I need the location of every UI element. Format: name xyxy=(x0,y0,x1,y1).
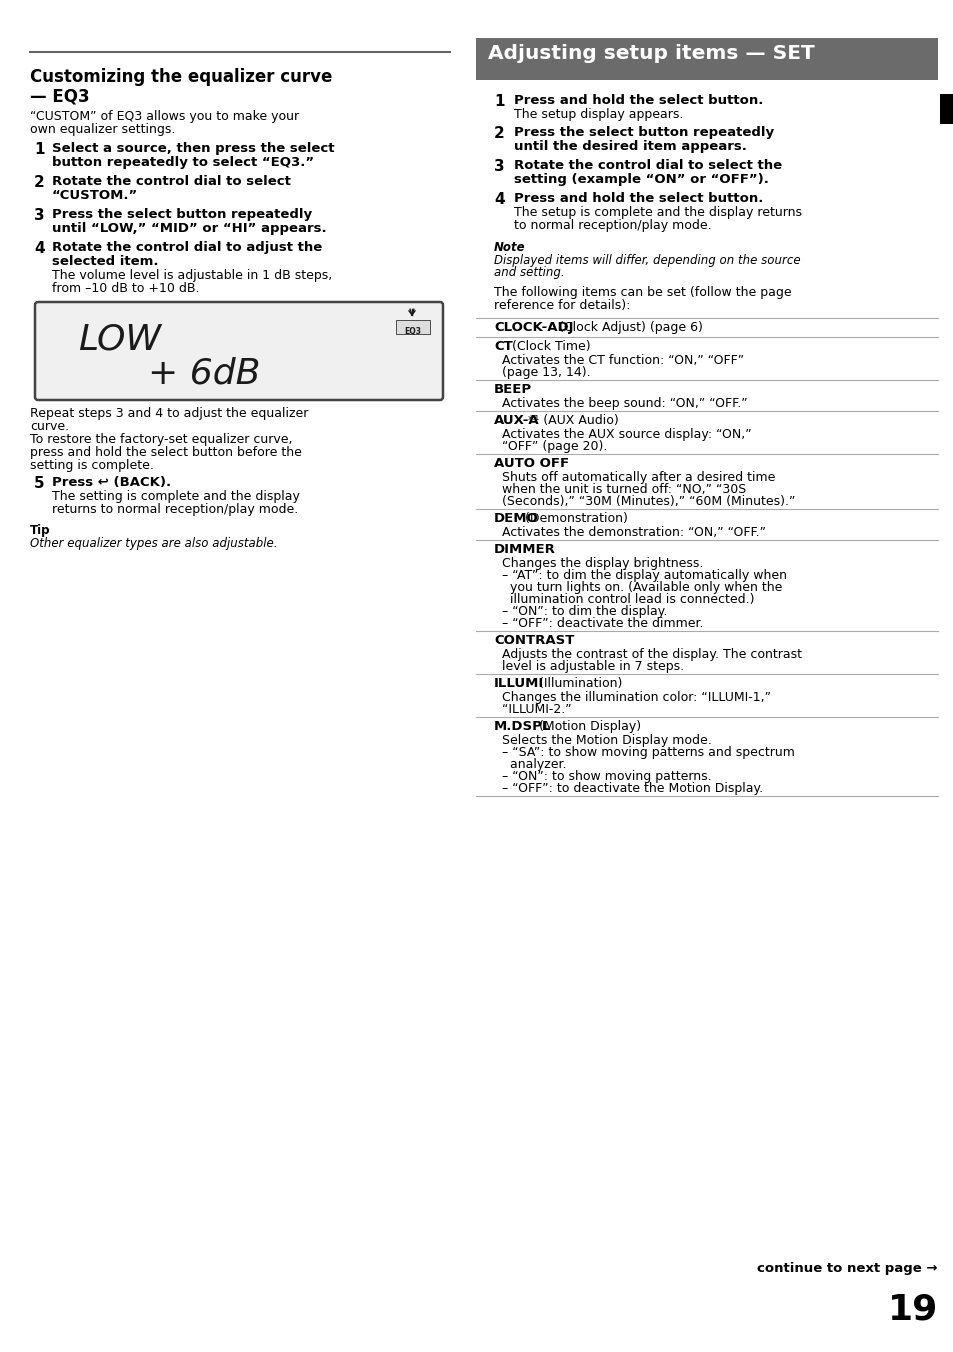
FancyBboxPatch shape xyxy=(35,301,442,400)
Text: when the unit is turned off: “NO,” “30S: when the unit is turned off: “NO,” “30S xyxy=(501,483,745,496)
Text: Repeat steps 3 and 4 to adjust the equalizer: Repeat steps 3 and 4 to adjust the equal… xyxy=(30,407,308,420)
Text: DIMMER: DIMMER xyxy=(494,544,556,556)
Text: Displayed items will differ, depending on the source: Displayed items will differ, depending o… xyxy=(494,254,800,266)
Text: Customizing the equalizer curve: Customizing the equalizer curve xyxy=(30,68,332,87)
Text: Activates the beep sound: “ON,” “OFF.”: Activates the beep sound: “ON,” “OFF.” xyxy=(501,397,747,410)
Text: — EQ3: — EQ3 xyxy=(30,88,90,105)
Text: The setup is complete and the display returns: The setup is complete and the display re… xyxy=(514,206,801,219)
Text: setting is complete.: setting is complete. xyxy=(30,458,153,472)
Text: CLOCK-ADJ: CLOCK-ADJ xyxy=(494,320,573,334)
Text: 1: 1 xyxy=(34,142,45,157)
Text: *¹ (AUX Audio): *¹ (AUX Audio) xyxy=(527,414,618,427)
Text: The volume level is adjustable in 1 dB steps,: The volume level is adjustable in 1 dB s… xyxy=(52,269,332,283)
Text: (Demonstration): (Demonstration) xyxy=(520,512,627,525)
Bar xyxy=(939,95,953,124)
Text: Press and hold the select button.: Press and hold the select button. xyxy=(514,95,762,107)
Text: Changes the display brightness.: Changes the display brightness. xyxy=(501,557,702,571)
Text: Activates the demonstration: “ON,” “OFF.”: Activates the demonstration: “ON,” “OFF.… xyxy=(501,526,765,539)
Text: – “ON”: to show moving patterns.: – “ON”: to show moving patterns. xyxy=(501,771,711,783)
Text: 19: 19 xyxy=(886,1293,937,1326)
Text: Activates the CT function: “ON,” “OFF”: Activates the CT function: “ON,” “OFF” xyxy=(501,354,743,366)
Text: “CUSTOM.”: “CUSTOM.” xyxy=(52,189,138,201)
Text: Note: Note xyxy=(494,241,525,254)
Text: Selects the Motion Display mode.: Selects the Motion Display mode. xyxy=(501,734,711,748)
Text: analyzer.: analyzer. xyxy=(501,758,566,771)
Text: 4: 4 xyxy=(34,241,45,256)
Text: Shuts off automatically after a desired time: Shuts off automatically after a desired … xyxy=(501,470,775,484)
Text: M.DSPL: M.DSPL xyxy=(494,721,551,733)
Text: illumination control lead is connected.): illumination control lead is connected.) xyxy=(501,594,754,606)
Text: AUX-A: AUX-A xyxy=(494,414,539,427)
Text: “OFF” (page 20).: “OFF” (page 20). xyxy=(501,439,607,453)
Text: level is adjustable in 7 steps.: level is adjustable in 7 steps. xyxy=(501,660,683,673)
Text: until “LOW,” “MID” or “HI” appears.: until “LOW,” “MID” or “HI” appears. xyxy=(52,222,326,235)
Text: from –10 dB to +10 dB.: from –10 dB to +10 dB. xyxy=(52,283,199,295)
Text: Rotate the control dial to adjust the: Rotate the control dial to adjust the xyxy=(52,241,322,254)
Text: (Clock Time): (Clock Time) xyxy=(507,339,590,353)
Text: DEMO: DEMO xyxy=(494,512,538,525)
Text: to normal reception/play mode.: to normal reception/play mode. xyxy=(514,219,711,233)
Text: 1: 1 xyxy=(494,95,504,110)
Text: (Illumination): (Illumination) xyxy=(535,677,621,690)
Text: Press the select button repeatedly: Press the select button repeatedly xyxy=(52,208,312,220)
Text: until the desired item appears.: until the desired item appears. xyxy=(514,141,746,153)
Text: 4: 4 xyxy=(494,192,504,207)
Text: ILLUMI: ILLUMI xyxy=(494,677,543,690)
Text: BEEP: BEEP xyxy=(494,383,532,396)
Text: The following items can be set (follow the page: The following items can be set (follow t… xyxy=(494,287,791,299)
Text: continue to next page →: continue to next page → xyxy=(757,1261,937,1275)
Text: To restore the factory-set equalizer curve,: To restore the factory-set equalizer cur… xyxy=(30,433,293,446)
Bar xyxy=(476,38,937,80)
Text: Activates the AUX source display: “ON,”: Activates the AUX source display: “ON,” xyxy=(501,429,751,441)
Text: Changes the illumination color: “ILLUMI-1,”: Changes the illumination color: “ILLUMI-… xyxy=(501,691,770,704)
Text: and setting.: and setting. xyxy=(494,266,564,279)
Text: reference for details):: reference for details): xyxy=(494,299,630,312)
Text: Press and hold the select button.: Press and hold the select button. xyxy=(514,192,762,206)
Text: (Motion Display): (Motion Display) xyxy=(535,721,640,733)
Text: Press ↩ (BACK).: Press ↩ (BACK). xyxy=(52,476,171,489)
Text: “ILLUMI-2.”: “ILLUMI-2.” xyxy=(501,703,571,717)
Text: CT: CT xyxy=(494,339,512,353)
Text: – “SA”: to show moving patterns and spectrum: – “SA”: to show moving patterns and spec… xyxy=(501,746,794,758)
Text: (Seconds),” “30M (Minutes),” “60M (Minutes).”: (Seconds),” “30M (Minutes),” “60M (Minut… xyxy=(501,495,795,508)
Text: 2: 2 xyxy=(34,174,45,191)
Text: 3: 3 xyxy=(34,208,45,223)
Text: – “ON”: to dim the display.: – “ON”: to dim the display. xyxy=(501,604,667,618)
Text: own equalizer settings.: own equalizer settings. xyxy=(30,123,175,137)
Text: Rotate the control dial to select the: Rotate the control dial to select the xyxy=(514,160,781,172)
Text: The setting is complete and the display: The setting is complete and the display xyxy=(52,489,299,503)
Text: Adjusts the contrast of the display. The contrast: Adjusts the contrast of the display. The… xyxy=(501,648,801,661)
Text: 5: 5 xyxy=(34,476,45,491)
Text: setting (example “ON” or “OFF”).: setting (example “ON” or “OFF”). xyxy=(514,173,768,187)
Text: – “AT”: to dim the display automatically when: – “AT”: to dim the display automatically… xyxy=(501,569,786,581)
Text: EQ3: EQ3 xyxy=(404,327,421,337)
Text: Press the select button repeatedly: Press the select button repeatedly xyxy=(514,126,773,139)
Text: button repeatedly to select “EQ3.”: button repeatedly to select “EQ3.” xyxy=(52,155,314,169)
Text: The setup display appears.: The setup display appears. xyxy=(514,108,682,120)
Text: (Clock Adjust) (page 6): (Clock Adjust) (page 6) xyxy=(555,320,702,334)
Text: curve.: curve. xyxy=(30,420,69,433)
Text: Adjusting setup items — SET: Adjusting setup items — SET xyxy=(488,45,814,64)
Text: + 6dB: + 6dB xyxy=(148,357,260,391)
Text: CONTRAST: CONTRAST xyxy=(494,634,574,648)
Text: Select a source, then press the select: Select a source, then press the select xyxy=(52,142,335,155)
Text: press and hold the select button before the: press and hold the select button before … xyxy=(30,446,301,458)
Text: – “OFF”: deactivate the dimmer.: – “OFF”: deactivate the dimmer. xyxy=(501,617,702,630)
Text: you turn lights on. (Available only when the: you turn lights on. (Available only when… xyxy=(501,581,781,594)
Text: 3: 3 xyxy=(494,160,504,174)
Text: “CUSTOM” of EQ3 allows you to make your: “CUSTOM” of EQ3 allows you to make your xyxy=(30,110,299,123)
Text: Rotate the control dial to select: Rotate the control dial to select xyxy=(52,174,291,188)
Text: Other equalizer types are also adjustable.: Other equalizer types are also adjustabl… xyxy=(30,537,277,550)
Text: – “OFF”: to deactivate the Motion Display.: – “OFF”: to deactivate the Motion Displa… xyxy=(501,781,762,795)
Text: LOW: LOW xyxy=(78,323,161,357)
Text: Tip: Tip xyxy=(30,525,51,537)
FancyBboxPatch shape xyxy=(395,320,430,334)
Text: selected item.: selected item. xyxy=(52,256,158,268)
Text: 2: 2 xyxy=(494,126,504,141)
Text: (page 13, 14).: (page 13, 14). xyxy=(501,366,590,379)
Text: AUTO OFF: AUTO OFF xyxy=(494,457,569,470)
Text: returns to normal reception/play mode.: returns to normal reception/play mode. xyxy=(52,503,298,516)
